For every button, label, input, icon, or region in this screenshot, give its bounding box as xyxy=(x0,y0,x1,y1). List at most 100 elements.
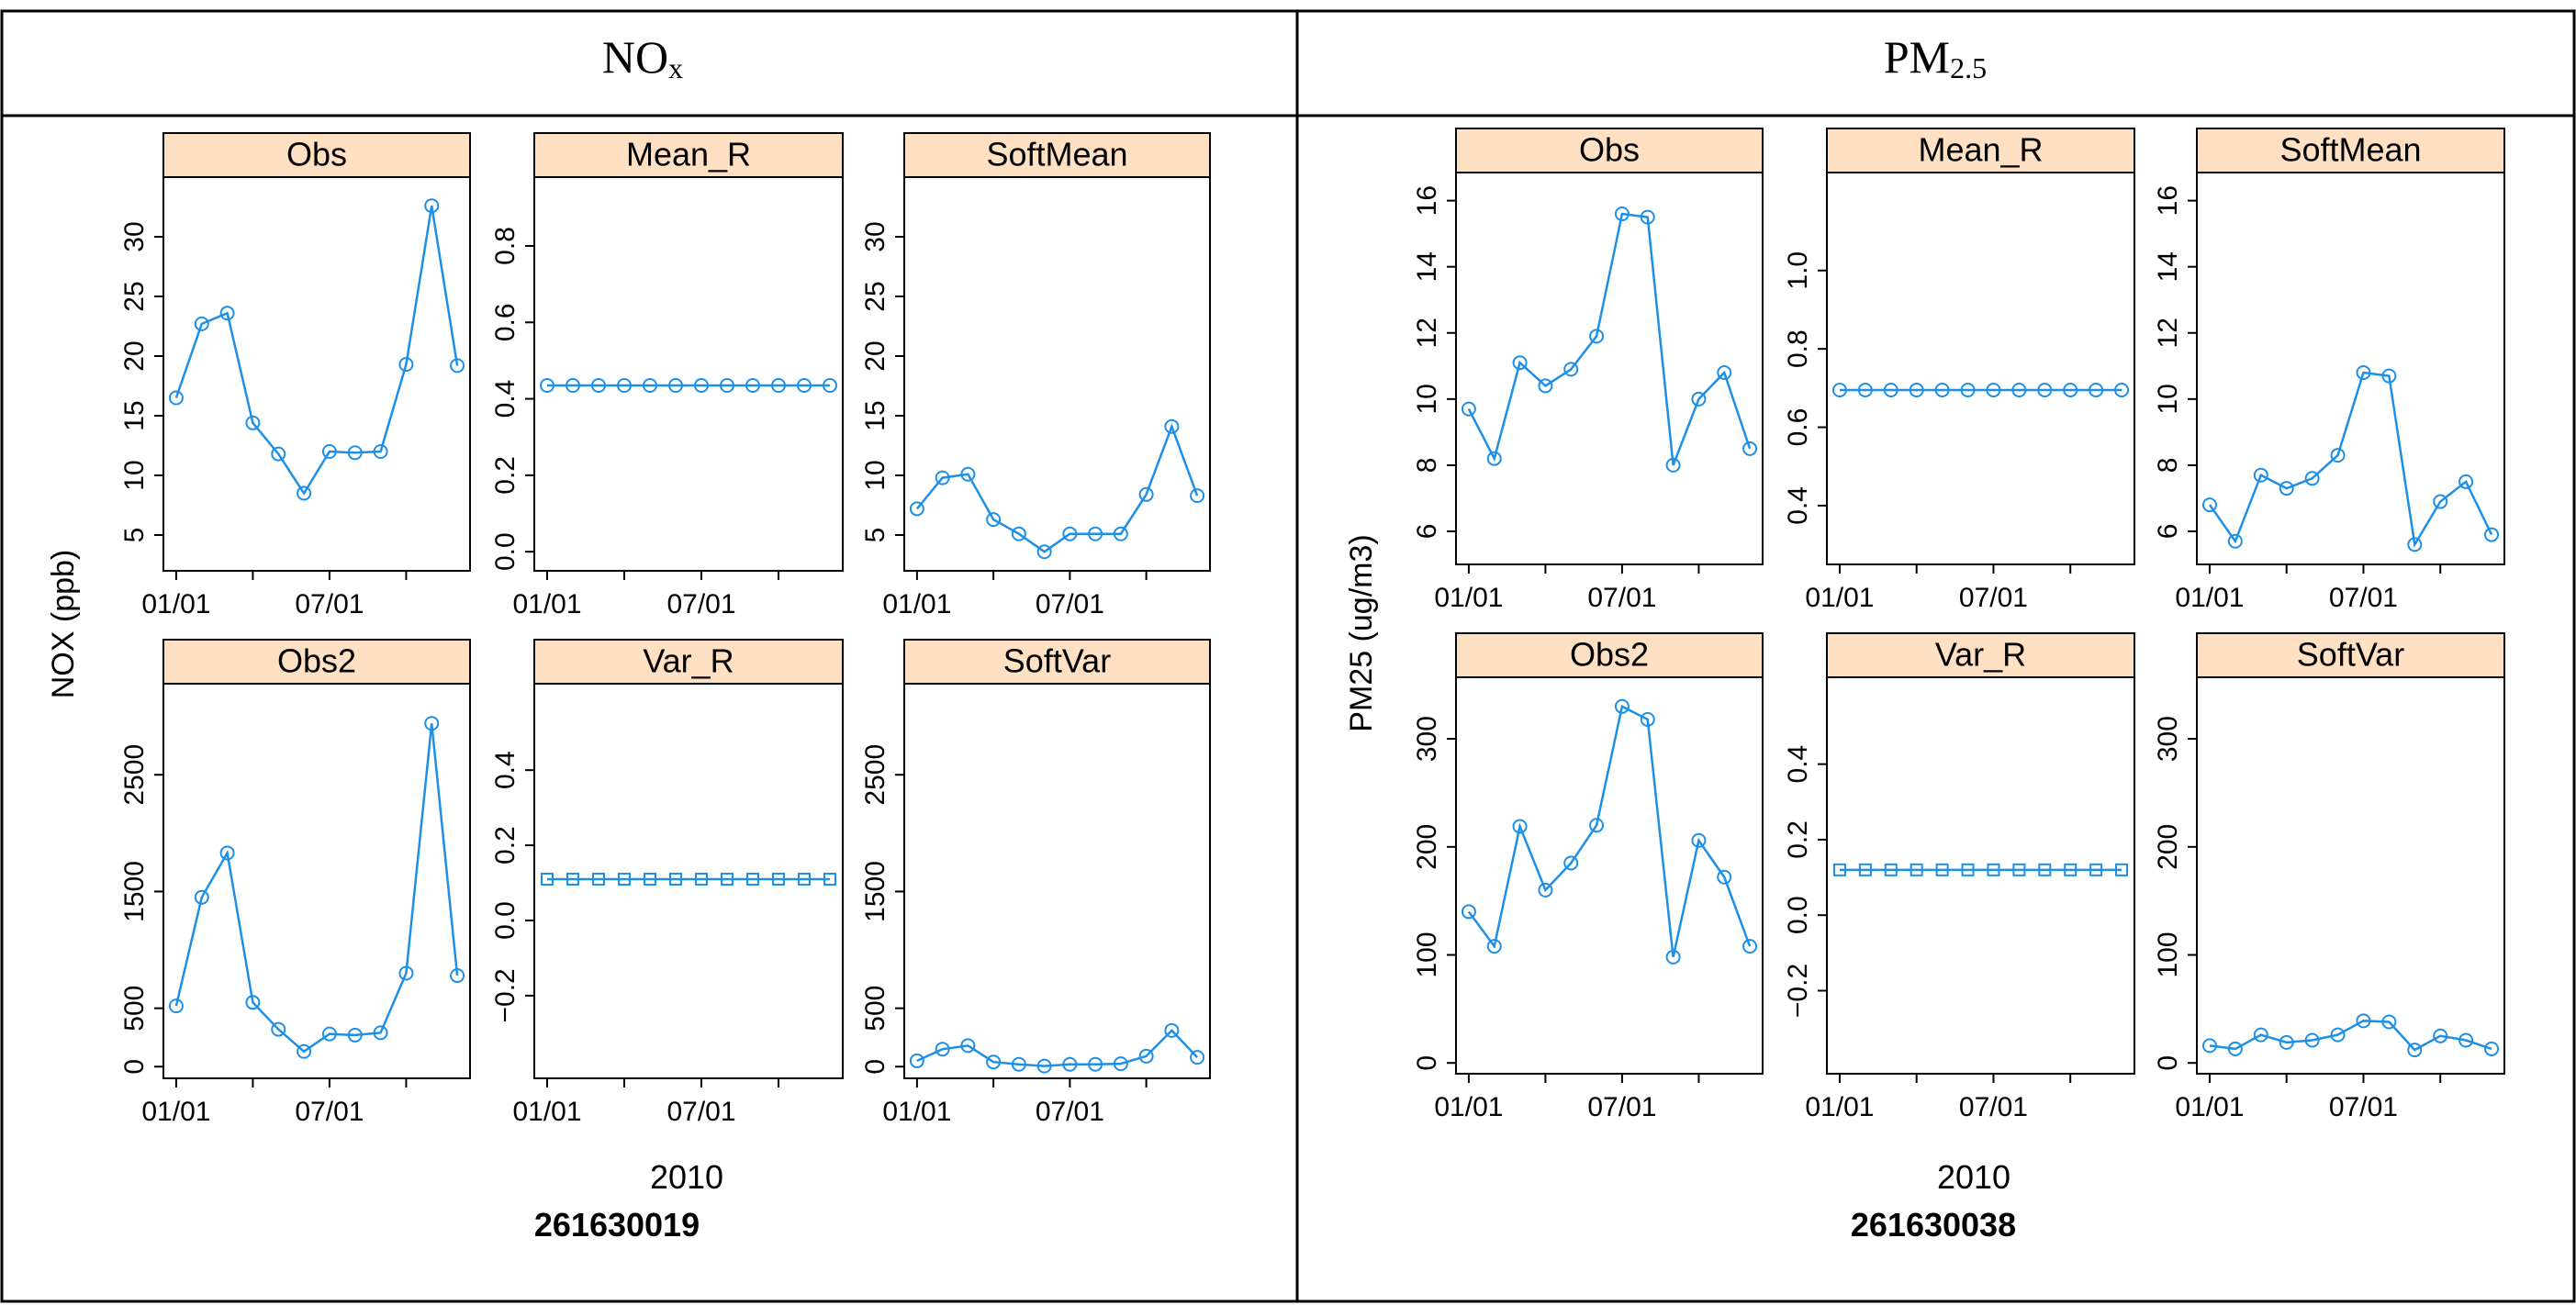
data-point xyxy=(450,358,465,374)
data-point xyxy=(1884,863,1898,876)
data-point xyxy=(2063,382,2078,397)
site-label-nox: 261630019 xyxy=(534,1206,700,1244)
data-point xyxy=(450,968,465,984)
y-tick-label: 500 xyxy=(860,986,890,1032)
panel-strip xyxy=(2196,128,2505,173)
y-tick-label: 6 xyxy=(2153,524,2183,540)
panel-strip xyxy=(162,132,471,178)
year-label-nox: 2010 xyxy=(650,1158,723,1196)
panel-strip xyxy=(1826,632,2135,678)
data-point xyxy=(297,1043,312,1059)
data-point xyxy=(909,1053,924,1068)
data-point xyxy=(398,965,414,981)
data-point xyxy=(1935,863,1949,876)
panel-strip-label: SoftVar xyxy=(2297,636,2404,674)
data-point xyxy=(1138,1048,1154,1064)
panel-strip-label: Obs2 xyxy=(277,642,356,680)
data-point xyxy=(1691,832,1707,848)
data-point xyxy=(347,445,363,461)
data-point xyxy=(1742,441,1758,456)
panel-obs2: Obs2 0 100 200 300 01/01 07/01 xyxy=(1412,632,1764,1122)
data-point xyxy=(2089,382,2104,397)
x-tick-label: 01/01 xyxy=(2175,1092,2244,1122)
data-point xyxy=(1113,1056,1128,1072)
panel-strip xyxy=(903,639,1211,685)
y-tick-label: 0.4 xyxy=(490,751,521,789)
panel-frame xyxy=(162,683,471,1079)
panel-softmean: SoftMean 6 8 10 12 14 16 01/01 07/01 xyxy=(2153,128,2505,613)
panel-var-r: Var_R −0.2 0.0 0.2 0.4 01/01 07/01 xyxy=(490,639,844,1127)
y-tick-label: 100 xyxy=(2153,931,2183,977)
data-point xyxy=(2253,467,2268,483)
panel-obs: Obs 5 10 15 20 25 30 01/01 07/01 xyxy=(119,132,471,619)
x-tick-label: 01/01 xyxy=(141,589,210,619)
x-tick-label: 01/01 xyxy=(512,1097,581,1127)
y-tick-label: 25 xyxy=(119,281,150,311)
y-tick-label: 0.8 xyxy=(1783,329,1813,368)
site-label-pm25: 261630038 xyxy=(1851,1206,2016,1244)
data-point xyxy=(986,512,1002,528)
y-tick-label: 10 xyxy=(2153,384,2183,414)
data-point xyxy=(271,446,286,462)
y-tick-label: 0 xyxy=(860,1059,890,1075)
data-point xyxy=(2433,1028,2448,1043)
panel-strip-label: SoftVar xyxy=(1003,642,1111,680)
data-point xyxy=(1961,863,1975,876)
data-point xyxy=(194,316,209,331)
y-tick-label: 6 xyxy=(1412,524,1442,540)
data-point xyxy=(745,377,760,393)
y-tick-label: 10 xyxy=(860,460,890,490)
x-tick-label: 07/01 xyxy=(666,1097,735,1127)
data-point xyxy=(2227,533,2243,549)
panel-strip-label: Var_R xyxy=(1935,636,2026,674)
x-tick-label: 01/01 xyxy=(141,1097,210,1127)
y-tick-label: 15 xyxy=(860,400,890,430)
data-point xyxy=(1665,949,1681,965)
data-point xyxy=(2356,1013,2371,1029)
data-point xyxy=(1640,209,1655,225)
x-tick-label: 07/01 xyxy=(2329,583,2398,613)
data-point xyxy=(798,872,811,886)
panel-strip xyxy=(1455,128,1764,173)
data-point xyxy=(2012,863,2026,876)
x-tick-label: 01/01 xyxy=(1434,583,1503,613)
y-tick-label: 0.4 xyxy=(490,380,521,418)
series-line xyxy=(2209,1020,2492,1052)
y-tick-label: 10 xyxy=(119,460,150,490)
panel-softvar: SoftVar 0 500 1500 2500 01/01 07/01 xyxy=(860,639,1211,1127)
panel-frame xyxy=(1826,676,2135,1075)
data-point xyxy=(2407,1043,2423,1058)
x-tick-label: 01/01 xyxy=(2175,583,2244,613)
data-point xyxy=(168,998,184,1014)
data-point xyxy=(960,1038,976,1054)
data-point xyxy=(245,415,261,430)
y-tick-label: 0.2 xyxy=(1783,820,1813,859)
data-point xyxy=(2458,474,2474,489)
data-point xyxy=(168,390,184,406)
data-point xyxy=(1614,206,1630,222)
column-title-nox: NOx xyxy=(602,31,683,84)
data-point xyxy=(2458,1032,2474,1048)
y-tick-label: 0 xyxy=(2153,1055,2183,1071)
data-point xyxy=(1909,382,1924,397)
panel-mean-r: Mean_R 0.4 0.6 0.8 1.0 01/01 07/01 xyxy=(1783,128,2135,613)
y-tick-label: 200 xyxy=(2153,824,2183,870)
data-point xyxy=(245,995,261,1010)
y-tick-label: 16 xyxy=(1412,185,1442,216)
data-point xyxy=(373,444,388,459)
data-point xyxy=(2381,1014,2397,1030)
y-tick-label: 0 xyxy=(1412,1055,1442,1071)
panel-strip xyxy=(533,639,844,685)
y-tick-label: 200 xyxy=(1412,824,1442,870)
x-tick-label: 07/01 xyxy=(2329,1092,2398,1122)
data-point xyxy=(2356,365,2371,381)
y-tick-label: 16 xyxy=(2153,185,2183,216)
y-tick-label: 1.0 xyxy=(1783,251,1813,290)
data-point xyxy=(823,377,837,393)
data-point xyxy=(1831,382,1847,397)
data-point xyxy=(2114,382,2130,397)
panel-frame xyxy=(2196,172,2505,565)
panel-frame xyxy=(2196,676,2505,1075)
data-point xyxy=(194,889,209,905)
